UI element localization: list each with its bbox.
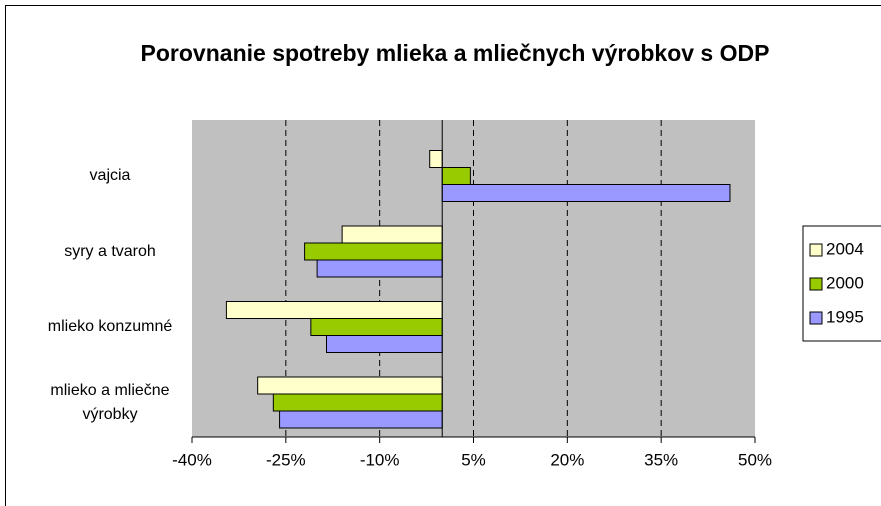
x-tick-label: -10%: [360, 450, 400, 469]
legend-swatch: [809, 311, 823, 325]
chart-title: Porovnanie spotreby mlieka a mliečnych v…: [140, 40, 770, 66]
y-tick-label: vajcia: [89, 167, 131, 184]
bar: [441, 184, 731, 202]
bar: [316, 259, 443, 278]
bar: [279, 410, 443, 429]
x-tick-label: -25%: [266, 450, 306, 469]
y-tick-label: syry a tvaroh: [64, 242, 156, 260]
legend-label: 2000: [826, 273, 864, 292]
x-tick-label: 35%: [644, 450, 678, 469]
x-tick-label: 20%: [550, 450, 584, 469]
bar: [441, 167, 471, 185]
bar: [325, 335, 443, 353]
bar: [225, 301, 443, 319]
legend-swatch: [809, 277, 823, 291]
x-tick-label: -40%: [172, 450, 212, 469]
x-tick-label: 5%: [461, 450, 486, 469]
y-tick-label: mlieko konzumné: [47, 318, 173, 335]
x-tick-label: 50%: [738, 450, 772, 469]
bar: [310, 318, 443, 336]
bar: [272, 393, 443, 412]
chart-frame: [5, 5, 881, 506]
bar: [257, 376, 443, 395]
bar: [341, 225, 443, 244]
y-tick-label: mlieko a mliečne výrobky: [50, 381, 170, 423]
legend-label: 1995: [826, 307, 864, 326]
legend-label: 2004: [826, 239, 864, 258]
bar: [304, 242, 443, 261]
bar: [429, 150, 443, 168]
legend-swatch: [809, 243, 823, 257]
